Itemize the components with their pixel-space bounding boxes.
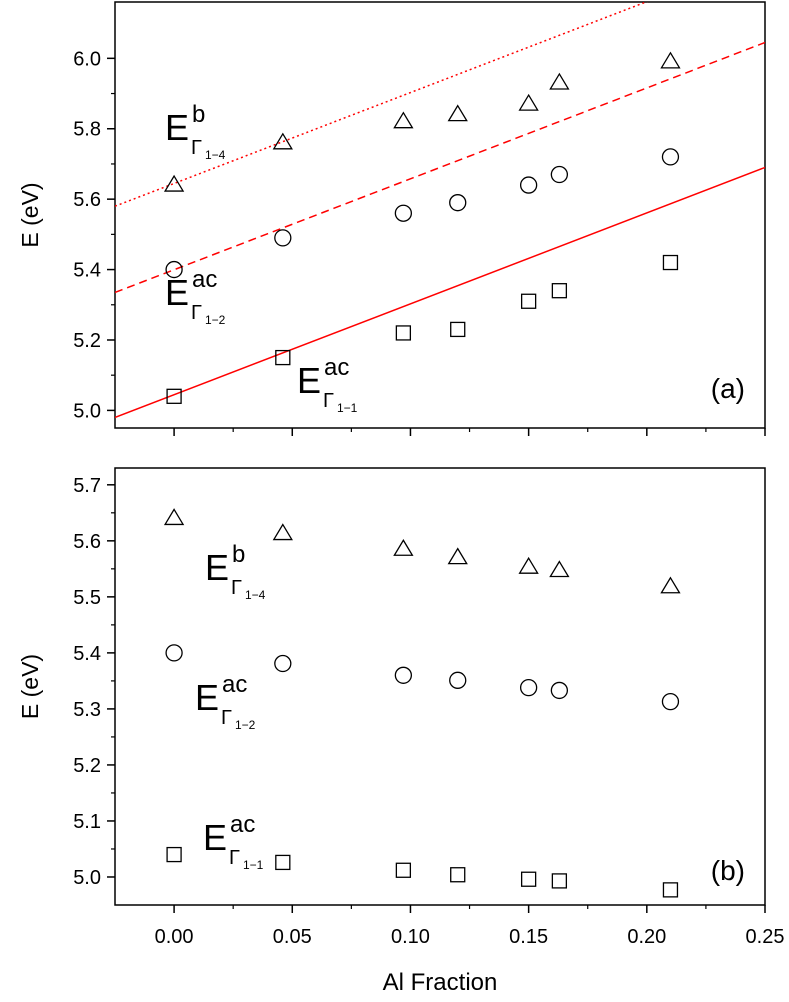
- y-tick-label: 5.0: [73, 400, 101, 422]
- triangle-marker: [549, 72, 570, 90]
- annotation-subsub: 1−4: [205, 148, 226, 162]
- y-tick-label: 5.0: [73, 867, 101, 889]
- triangle-marker: [660, 51, 681, 69]
- annotation-sub: Γ: [221, 707, 232, 729]
- annotation-base: E: [165, 272, 189, 313]
- square-marker: [450, 321, 466, 338]
- square-marker: [275, 854, 291, 871]
- annotation-subsub: 1−1: [337, 401, 358, 415]
- x-tick-label: 0.25: [746, 926, 785, 948]
- annotation-base: E: [205, 547, 229, 588]
- fit-line: [115, 166, 765, 419]
- circle-marker: [519, 678, 538, 697]
- x-tick-label: 0.15: [509, 926, 548, 948]
- triangle-marker: [549, 560, 570, 578]
- fit-line: [115, 2, 649, 207]
- y-tick-label: 5.5: [73, 587, 101, 609]
- square-marker: [395, 325, 412, 341]
- triangle-marker: [393, 111, 414, 129]
- square-marker: [450, 867, 466, 883]
- circle-marker: [661, 148, 680, 166]
- triangle-marker: [447, 547, 468, 565]
- annotation-sup: ac: [192, 266, 217, 293]
- annotation-subsub: 1−2: [205, 313, 226, 327]
- annotation-sub: Γ: [191, 137, 202, 159]
- x-tick-label: 0.00: [155, 926, 194, 948]
- square-marker: [275, 349, 291, 366]
- x-axis-title: Al Fraction: [383, 969, 498, 996]
- annotation-subsub: 1−4: [245, 588, 266, 602]
- circle-marker: [550, 165, 569, 184]
- annotation-sup: ac: [222, 671, 247, 698]
- square-marker: [520, 293, 537, 309]
- annotation-sub: Γ: [229, 847, 240, 869]
- annotation-sup: b: [192, 101, 205, 128]
- square-marker: [662, 254, 679, 271]
- circle-marker: [519, 176, 538, 194]
- y-axis-title: E (eV): [17, 182, 43, 247]
- square-marker: [551, 283, 568, 299]
- plot-frame: [114, 1, 766, 429]
- triangle-marker: [272, 132, 293, 150]
- y-tick-label: 5.8: [73, 119, 101, 141]
- triangle-marker: [447, 104, 468, 122]
- triangle-marker: [163, 508, 185, 526]
- panel-label: (a): [711, 373, 745, 404]
- circle-marker: [550, 681, 569, 700]
- y-tick-label: 5.3: [73, 699, 101, 721]
- annotation-subsub: 1−1: [243, 858, 264, 872]
- y-tick-label: 5.4: [73, 643, 101, 665]
- fit-lines: [115, 2, 765, 419]
- annotation-sub: Γ: [191, 302, 202, 324]
- triangle-marker: [518, 93, 539, 111]
- triangle-marker: [163, 174, 185, 192]
- circle-marker: [274, 229, 292, 247]
- annotation-sub: Γ: [231, 577, 242, 599]
- annotation-base: E: [195, 677, 219, 718]
- annotation-subsub: 1−2: [235, 718, 256, 732]
- panel-label: (b): [711, 855, 745, 886]
- circle-marker: [165, 644, 183, 662]
- circle-marker: [449, 671, 467, 689]
- annotation-sub: Γ: [323, 390, 334, 412]
- y-tick-label: 6.0: [73, 48, 101, 70]
- x-tick-label: 0.20: [627, 926, 666, 948]
- annotation-sup: b: [232, 541, 245, 568]
- square-marker: [520, 871, 537, 887]
- y-tick-label: 5.6: [73, 531, 101, 553]
- x-tick-label: 0.10: [391, 926, 430, 948]
- y-tick-label: 5.1: [73, 811, 101, 833]
- y-tick-label: 5.2: [73, 755, 101, 777]
- triangle-marker: [660, 576, 681, 594]
- circle-marker: [274, 654, 292, 673]
- annotation-base: E: [203, 817, 227, 858]
- y-tick-label: 5.4: [73, 260, 101, 282]
- annotation-sup: ac: [324, 354, 349, 381]
- square-marker: [551, 873, 568, 889]
- square-marker: [166, 388, 182, 404]
- annotation-sup: ac: [230, 811, 255, 838]
- circle-marker: [449, 194, 467, 212]
- square-marker: [662, 882, 679, 898]
- circle-marker: [661, 692, 680, 711]
- square-marker: [395, 862, 412, 878]
- y-tick-label: 5.7: [73, 475, 101, 497]
- triangle-marker: [272, 523, 293, 541]
- plot-frame: [114, 467, 766, 906]
- circle-marker: [165, 260, 183, 279]
- square-marker: [166, 846, 182, 863]
- y-tick-label: 5.2: [73, 330, 101, 352]
- y-tick-label: 5.6: [73, 189, 101, 211]
- triangle-marker: [393, 538, 414, 556]
- circle-marker: [394, 666, 413, 684]
- triangle-marker: [518, 556, 539, 574]
- x-tick-label: 0.05: [273, 926, 312, 948]
- circle-marker: [394, 204, 413, 222]
- y-axis-title: E (eV): [17, 654, 43, 719]
- annotation-base: E: [297, 360, 321, 401]
- annotation-base: E: [165, 107, 189, 148]
